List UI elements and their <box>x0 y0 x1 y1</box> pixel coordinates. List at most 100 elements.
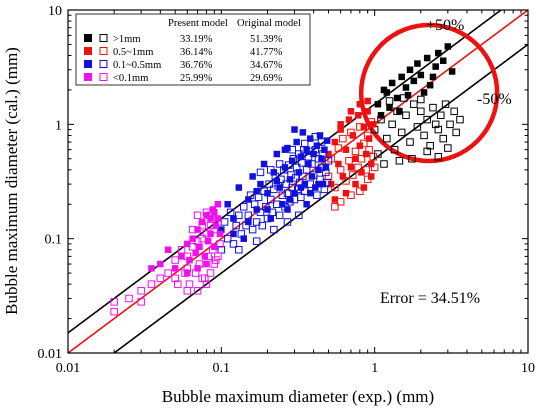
point-filled-s2-34 <box>316 132 324 139</box>
legend-present-1: 36.14% <box>180 47 213 58</box>
point-filled-s3-0 <box>157 260 164 268</box>
point-open-s3-1 <box>110 307 118 316</box>
point-filled-s1-14 <box>360 123 368 131</box>
x-tick-label-2: 1 <box>371 361 378 376</box>
point-open-s0-25 <box>423 147 431 156</box>
point-open-s2-46 <box>297 193 305 202</box>
legend-label-3: <0.1mm <box>113 73 148 84</box>
point-open-s1-25 <box>370 163 379 172</box>
legend-header-original: Original model <box>237 18 301 29</box>
point-open-s2-21 <box>265 180 273 188</box>
point-open-s0-32 <box>380 160 388 168</box>
point-open-s0-19 <box>446 120 454 129</box>
point-open-s1-0 <box>324 172 333 181</box>
point-filled-s0-7 <box>410 77 418 85</box>
point-filled-s2-14 <box>276 184 283 191</box>
legend-marker-open-1 <box>99 47 108 55</box>
legend-label-1: 0.5~1mm <box>113 47 153 58</box>
point-filled-s3-18 <box>214 200 222 208</box>
point-filled-s0-3 <box>393 94 401 102</box>
highlight-layer <box>358 22 500 164</box>
point-filled-s3-14 <box>207 230 214 238</box>
point-open-s3-2 <box>125 294 133 303</box>
point-open-s0-6 <box>402 111 410 120</box>
point-open-s1-5 <box>339 134 347 143</box>
point-open-s2-8 <box>239 203 248 211</box>
legend-present-0: 33.19% <box>180 34 213 45</box>
point-filled-s3-20 <box>184 269 191 277</box>
point-filled-s3-26 <box>214 215 222 222</box>
x-tick-label-0: 0.01 <box>56 361 81 376</box>
legend-box <box>75 13 311 86</box>
point-open-s2-72 <box>275 160 284 168</box>
point-filled-s2-1 <box>224 200 231 208</box>
point-filled-s1-0 <box>325 150 332 158</box>
point-filled-s0-19 <box>396 108 403 115</box>
legend-present-2: 36.76% <box>180 60 213 71</box>
x-axis-title: Bubble maximum diameter (exp.) (mm) <box>162 387 434 406</box>
point-filled-s2-26 <box>303 146 310 153</box>
point-filled-s1-9 <box>349 132 357 139</box>
point-filled-s1-27 <box>356 100 364 108</box>
point-filled-s2-24 <box>299 129 307 136</box>
point-open-s1-19 <box>369 153 378 161</box>
point-filled-s1-8 <box>347 164 355 171</box>
point-filled-s2-22 <box>295 169 303 176</box>
point-filled-s2-42 <box>264 206 271 213</box>
point-filled-s1-23 <box>360 184 368 191</box>
point-filled-s2-48 <box>297 184 305 191</box>
point-open-s2-67 <box>252 237 261 245</box>
point-filled-s2-33 <box>315 166 322 174</box>
point-open-s0-12 <box>423 115 431 124</box>
point-open-s3-33 <box>171 274 179 283</box>
point-filled-s3-1 <box>164 246 172 253</box>
point-filled-s2-31 <box>312 184 319 191</box>
point-open-s0-20 <box>450 107 458 116</box>
legend-label-2: 0.1~0.5mm <box>113 60 161 71</box>
point-open-s3-37 <box>202 280 211 288</box>
point-open-s0-29 <box>417 95 425 104</box>
point-filled-s2-13 <box>273 150 281 158</box>
point-filled-s0-11 <box>426 81 434 89</box>
point-filled-s0-18 <box>386 104 393 111</box>
point-filled-s2-3 <box>235 184 243 191</box>
point-open-s3-3 <box>137 287 145 295</box>
point-filled-s2-20 <box>291 189 298 197</box>
legend-marker-filled-2 <box>84 60 92 68</box>
point-filled-s2-37 <box>321 146 328 153</box>
point-open-s0-15 <box>431 120 440 129</box>
minus-50-label: -50% <box>477 91 512 108</box>
point-filled-s2-15 <box>279 200 286 208</box>
y-axis-title: Bubble maximum diameter (cal.) (mm) <box>2 47 21 315</box>
point-open-s2-57 <box>313 191 321 199</box>
legend-marker-open-0 <box>99 34 108 42</box>
point-open-s2-17 <box>258 221 267 230</box>
legend-marker-filled-3 <box>84 73 92 81</box>
point-filled-s0-14 <box>439 57 447 64</box>
point-open-s0-7 <box>406 138 414 146</box>
highlight-circle <box>358 22 500 164</box>
point-open-s0-30 <box>439 134 447 143</box>
point-filled-s3-17 <box>212 222 220 229</box>
legend-marker-filled-0 <box>84 34 92 42</box>
point-open-s3-28 <box>193 211 202 220</box>
point-filled-s1-20 <box>331 196 339 203</box>
point-open-s0-3 <box>388 120 396 129</box>
point-filled-s2-51 <box>303 200 310 208</box>
point-open-s3-9 <box>174 280 182 288</box>
point-open-s0-31 <box>444 144 452 152</box>
point-filled-s0-16 <box>448 68 456 75</box>
reference-line-0 <box>68 10 503 334</box>
point-filled-s0-2 <box>388 79 396 87</box>
point-filled-s1-26 <box>347 108 355 115</box>
y-tick-label-3: 10 <box>48 4 62 19</box>
point-filled-s3-23 <box>148 265 155 272</box>
point-open-s0-18 <box>441 100 450 108</box>
point-open-s2-48 <box>299 172 307 181</box>
point-open-s3-10 <box>177 245 186 254</box>
point-open-s0-26 <box>434 153 443 161</box>
point-open-s3-4 <box>137 298 145 306</box>
point-open-s0-11 <box>420 131 428 140</box>
point-open-s2-2 <box>223 234 232 243</box>
x-tick-label-1: 0.1 <box>213 361 231 376</box>
